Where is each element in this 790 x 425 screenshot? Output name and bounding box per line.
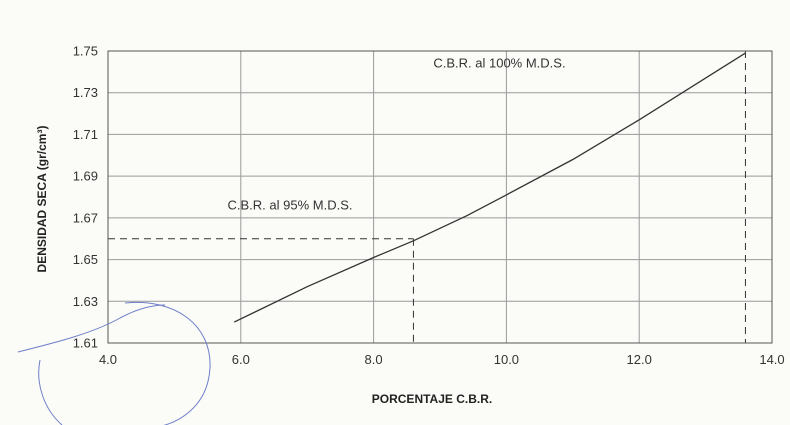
pen-circle-mark-2 [38,359,63,425]
x-tick-label: 10.0 [494,352,519,367]
x-tick-label: 12.0 [627,352,652,367]
x-tick-label: 4.0 [99,352,117,367]
y-tick-label: 1.61 [73,336,98,351]
pen-circle-mark [17,301,211,425]
annotation-label: C.B.R. al 95% M.D.S. [228,198,353,213]
y-tick-label: 1.63 [73,294,98,309]
x-tick-labels: 4.0 6.0 8.0 10.0 12.0 14.0 [99,352,785,367]
plot-area [108,51,772,343]
y-tick-label: 1.69 [73,169,98,184]
series-group [233,52,746,323]
y-tick-label: 1.71 [73,127,98,142]
y-tick-label: 1.67 [73,210,98,225]
x-axis-title: PORCENTAJE C.B.R. [372,392,492,406]
y-tick-label: 1.75 [73,44,98,59]
y-tick-label: 1.73 [73,85,98,100]
series-line [233,52,746,323]
x-tick-label: 6.0 [232,352,250,367]
annotation-label: C.B.R. al 100% M.D.S. [433,56,565,71]
annotations: C.B.R. al 100% M.D.S. C.B.R. al 95% M.D.S… [228,56,566,213]
y-tick-labels: 1.61 1.63 1.65 1.67 1.69 1.71 1.73 1.75 [73,44,98,351]
y-tick-label: 1.65 [73,252,98,267]
x-tick-label: 8.0 [365,352,383,367]
x-tick-label: 14.0 [759,352,784,367]
y-axis-title: DENSIDAD SECA (gr/cm³) [35,126,49,273]
plot-frame [107,50,773,344]
